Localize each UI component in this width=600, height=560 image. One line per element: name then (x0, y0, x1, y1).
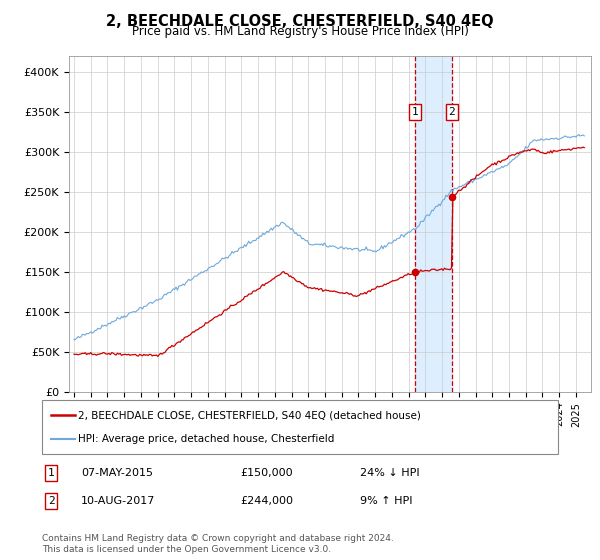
Text: 2: 2 (448, 107, 455, 117)
Text: 2, BEECHDALE CLOSE, CHESTERFIELD, S40 4EQ (detached house): 2, BEECHDALE CLOSE, CHESTERFIELD, S40 4E… (78, 410, 421, 421)
Text: This data is licensed under the Open Government Licence v3.0.: This data is licensed under the Open Gov… (42, 545, 331, 554)
Text: 07-MAY-2015: 07-MAY-2015 (81, 468, 153, 478)
Text: £244,000: £244,000 (240, 496, 293, 506)
Bar (415, 56, 452, 392)
Text: 9% ↑ HPI: 9% ↑ HPI (360, 496, 413, 506)
Text: 24% ↓ HPI: 24% ↓ HPI (360, 468, 419, 478)
Text: 10-AUG-2017: 10-AUG-2017 (81, 496, 155, 506)
Text: HPI: Average price, detached house, Chesterfield: HPI: Average price, detached house, Ches… (78, 433, 334, 444)
Text: Contains HM Land Registry data © Crown copyright and database right 2024.: Contains HM Land Registry data © Crown c… (42, 534, 394, 543)
Text: £150,000: £150,000 (240, 468, 293, 478)
Text: 2: 2 (47, 496, 55, 506)
Text: 1: 1 (412, 107, 418, 117)
Text: 1: 1 (47, 468, 55, 478)
Text: 2, BEECHDALE CLOSE, CHESTERFIELD, S40 4EQ: 2, BEECHDALE CLOSE, CHESTERFIELD, S40 4E… (106, 14, 494, 29)
Text: Price paid vs. HM Land Registry's House Price Index (HPI): Price paid vs. HM Land Registry's House … (131, 25, 469, 38)
